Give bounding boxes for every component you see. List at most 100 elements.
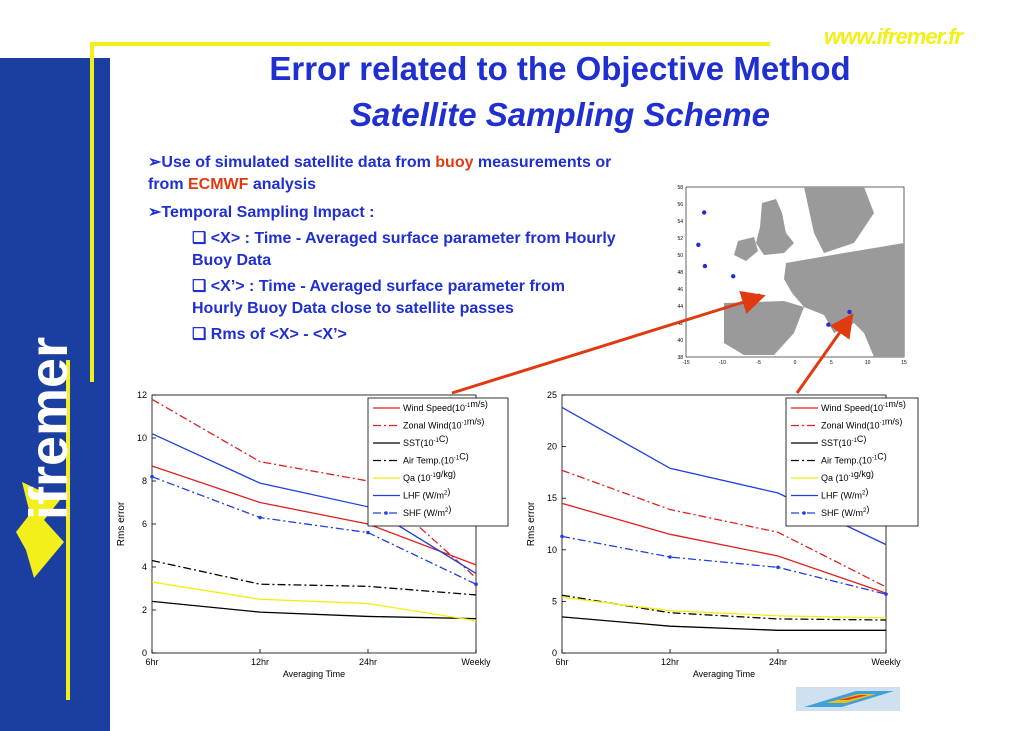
series-point: [150, 474, 154, 479]
y-tick-label: 8: [142, 476, 147, 486]
series-line: [151, 398, 477, 579]
land-mass: [724, 187, 904, 357]
y-tick-label: 4: [142, 562, 147, 572]
decorative-line: [90, 42, 770, 46]
legend-label: Qa (10-1g/kg): [821, 469, 874, 483]
legend-label: Wind Speed(10-1m/s): [403, 399, 488, 413]
series-line: [151, 581, 477, 622]
decorative-line: [90, 42, 94, 382]
series-line: [151, 465, 477, 566]
x-tick-label: 12hr: [661, 657, 679, 667]
series-line: [151, 476, 477, 585]
map-y-tick-label: 38: [677, 355, 683, 361]
series-point: [560, 534, 564, 539]
y-axis-label: Rms error: [116, 501, 127, 546]
land-shape: [734, 237, 758, 261]
ifremer-logo-icon: [16, 482, 64, 578]
y-tick-label: 2: [142, 605, 147, 615]
legend-label: Qa (10-1g/kg): [403, 469, 456, 483]
map-x-tick-label: 5: [830, 360, 833, 366]
x-tick-label: 6hr: [145, 657, 158, 667]
x-tick-label: 12hr: [251, 657, 269, 667]
arrow-bullet-icon: ➢: [148, 204, 162, 221]
bullet-list: ➢Use of simulated satellite data from bu…: [148, 152, 618, 346]
series-point: [884, 592, 888, 596]
legend-label: SHF (W/m2): [403, 504, 451, 518]
buoy-location-map: 58 56 54 52 50 48 46 44 42 40 38-15 -10 -5 0 5 10 15: [677, 185, 907, 366]
legend-label: LHF (W/m2): [821, 487, 868, 501]
map-x-tick-label: -5: [756, 360, 761, 366]
legend-label: Air Temp.(10-1C): [821, 452, 887, 466]
sub-bullet-3: ❑ Rms of <X> - <X’>: [192, 326, 347, 343]
satellite-swath-thumbnail: [796, 687, 900, 711]
buoy-marker: [847, 309, 852, 315]
y-tick-label: 10: [547, 545, 557, 555]
series-line: [561, 502, 887, 594]
map-x-tick-label: 10: [865, 360, 871, 366]
rms-chart-right: 0 5 10 15 20 25 6hr 12hr 24hr Weekly Averaging Tim…: [526, 390, 919, 679]
land-shape: [724, 301, 804, 355]
rms-chart-left: 0 2 4 6 8 10 12 6hr 12hr 24hr Weekly Averaging Time…: [116, 390, 509, 679]
checkbox-bullet-icon: ❑: [192, 326, 211, 343]
bullet-1: ➢Use of simulated satellite data from bu…: [148, 154, 612, 193]
arrow-to-med-buoy: [795, 313, 854, 394]
bullet-2: ➢Temporal Sampling Impact :: [148, 204, 375, 221]
buoy-marker: [826, 322, 831, 327]
series-point: [668, 555, 672, 559]
map-x-tick-label: -10: [719, 360, 726, 366]
series-point: [776, 565, 780, 570]
legend-label: SST(10-1C): [403, 434, 448, 448]
series-line: [151, 600, 477, 620]
series-line: [151, 559, 477, 596]
sub-bullet-2: ❑ <X’> : Time - Averaged surface paramet…: [192, 278, 566, 317]
legend-swatch-marker: [384, 511, 388, 515]
y-tick-label: 25: [547, 390, 557, 400]
x-tick-label: 24hr: [359, 657, 377, 667]
buoy-marker: [701, 210, 707, 215]
legend-box: [367, 397, 509, 527]
series-line: [561, 535, 887, 595]
arrow-bullet-icon: ➢: [148, 154, 162, 171]
map-y-tick-label: 48: [677, 270, 683, 276]
map-x-tick-label: 15: [901, 360, 907, 366]
map-y-tick-label: 54: [677, 219, 683, 225]
legend-label: Zonal Wind(10-1m/s): [821, 417, 902, 431]
x-tick-label: Weekly: [461, 657, 491, 667]
legend-label: Air Temp.(10-1C): [403, 452, 469, 466]
decorative-line: [66, 360, 70, 700]
legend-label: LHF (W/m2): [403, 487, 450, 501]
series-line: [151, 433, 477, 575]
land-shape: [756, 199, 794, 255]
buoy-marker: [731, 274, 736, 279]
map-x-tick-label: -15: [682, 360, 689, 366]
buoy-marker: [702, 263, 708, 269]
buoy-marker: [696, 242, 701, 247]
x-tick-label: 6hr: [555, 657, 568, 667]
map-y-tick-label: 42: [677, 321, 683, 327]
arrow-to-atlantic-buoy: [451, 290, 766, 395]
map-y-tick-label: 56: [677, 202, 683, 208]
brand-url: www.ifremer.fr: [823, 24, 963, 49]
y-tick-label: 5: [552, 596, 557, 606]
series-line: [561, 596, 887, 619]
series-line: [561, 616, 886, 631]
x-tick-label: 24hr: [769, 657, 787, 667]
y-tick-label: 20: [547, 442, 557, 452]
land-shape: [804, 187, 874, 253]
slide-title: Error related to the Objective Method: [269, 50, 851, 87]
y-axis-label: Rms error: [526, 501, 537, 546]
y-tick-label: 15: [547, 493, 557, 503]
map-x-tick-label: 0: [794, 360, 797, 366]
checkbox-bullet-icon: ❑: [192, 230, 211, 247]
map-y-tick-label: 52: [677, 236, 683, 242]
legend-box: [785, 397, 919, 527]
map-y-tick-label: 58: [677, 185, 683, 191]
legend-label: SST(10-1C): [821, 434, 866, 448]
y-tick-label: 0: [142, 648, 147, 658]
x-axis-label: Averaging Time: [693, 669, 755, 679]
map-y-tick-label: 40: [677, 338, 683, 344]
map-y-tick-label: 50: [677, 253, 683, 259]
legend-label: Wind Speed(10-1m/s): [821, 399, 906, 413]
y-tick-label: 10: [137, 433, 147, 443]
